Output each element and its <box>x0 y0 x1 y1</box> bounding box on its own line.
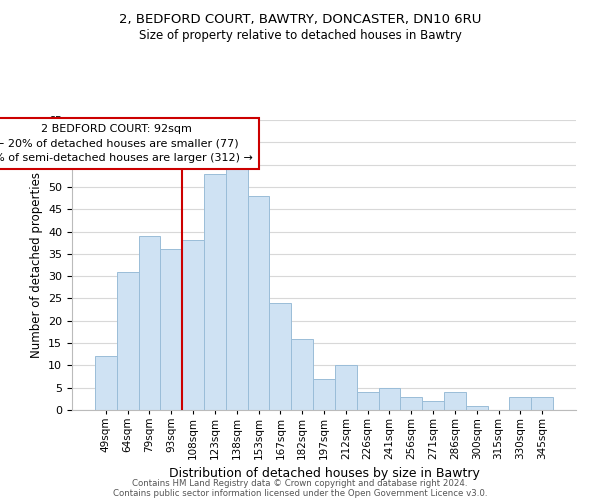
Text: 2 BEDFORD COURT: 92sqm
← 20% of detached houses are smaller (77)
80% of semi-det: 2 BEDFORD COURT: 92sqm ← 20% of detached… <box>0 124 253 163</box>
Bar <box>313 379 335 410</box>
Bar <box>269 303 291 410</box>
Bar <box>357 392 379 410</box>
Bar <box>444 392 466 410</box>
Bar <box>531 396 553 410</box>
Bar <box>248 196 269 410</box>
Bar <box>139 236 160 410</box>
Bar <box>117 272 139 410</box>
Bar <box>204 174 226 410</box>
Bar <box>422 401 444 410</box>
Bar <box>226 169 248 410</box>
Bar <box>509 396 531 410</box>
Bar <box>95 356 117 410</box>
X-axis label: Distribution of detached houses by size in Bawtry: Distribution of detached houses by size … <box>169 468 479 480</box>
Bar <box>291 338 313 410</box>
Bar <box>400 396 422 410</box>
Bar <box>335 366 357 410</box>
Bar <box>466 406 488 410</box>
Text: 2, BEDFORD COURT, BAWTRY, DONCASTER, DN10 6RU: 2, BEDFORD COURT, BAWTRY, DONCASTER, DN1… <box>119 12 481 26</box>
Text: Contains HM Land Registry data © Crown copyright and database right 2024.: Contains HM Land Registry data © Crown c… <box>132 478 468 488</box>
Text: Size of property relative to detached houses in Bawtry: Size of property relative to detached ho… <box>139 29 461 42</box>
Bar <box>182 240 204 410</box>
Bar <box>379 388 400 410</box>
Y-axis label: Number of detached properties: Number of detached properties <box>29 172 43 358</box>
Text: Contains public sector information licensed under the Open Government Licence v3: Contains public sector information licen… <box>113 488 487 498</box>
Bar <box>160 250 182 410</box>
